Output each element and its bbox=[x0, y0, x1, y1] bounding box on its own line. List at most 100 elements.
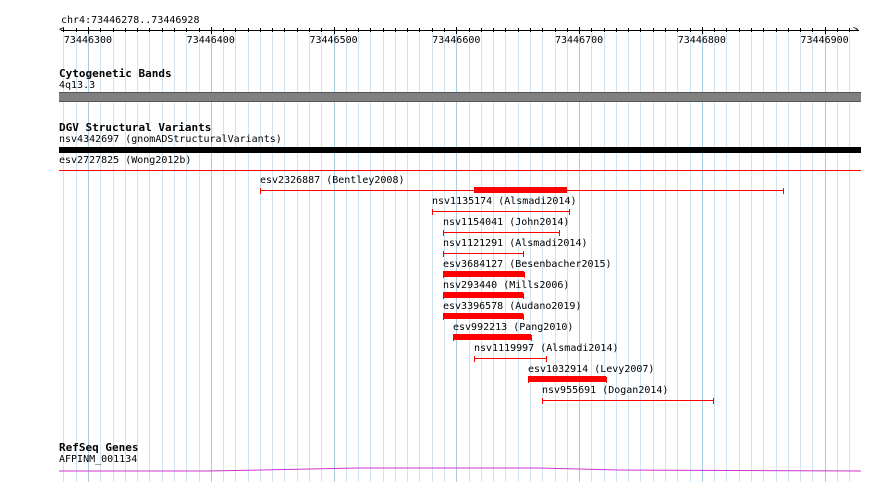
variant-endcap bbox=[783, 188, 784, 194]
arrow-right-icon: > bbox=[853, 25, 859, 35]
ruler-tick-minor bbox=[493, 28, 494, 32]
variant-label: esv3684127 (Besenbacher2015) bbox=[443, 259, 612, 270]
ruler-tick-label: 73446900 bbox=[800, 35, 849, 46]
ruler-tick-minor bbox=[272, 28, 273, 32]
variant-thick-region[interactable] bbox=[443, 271, 524, 277]
ruler-tick-minor bbox=[604, 28, 605, 32]
variant-thick-region[interactable] bbox=[453, 334, 531, 340]
ruler-tick-minor bbox=[346, 28, 347, 32]
variant-endcap bbox=[523, 293, 524, 299]
variant-thick-region[interactable] bbox=[474, 187, 567, 193]
ruler-tick-minor bbox=[726, 28, 727, 32]
ruler-tick-minor bbox=[260, 28, 261, 32]
variant-endcap bbox=[474, 356, 475, 362]
ruler-tick-minor bbox=[186, 28, 187, 32]
cytoband-label: 4q13.3 bbox=[59, 80, 96, 91]
ruler-tick-minor bbox=[358, 28, 359, 32]
ruler-axis[interactable] bbox=[61, 30, 859, 31]
arrow-left-icon: < bbox=[59, 25, 65, 35]
full-variant-bar[interactable] bbox=[59, 147, 861, 153]
variant-label: nsv1135174 (Alsmadi2014) bbox=[432, 196, 577, 207]
ruler-tick-minor bbox=[444, 28, 445, 32]
ruler-tick-minor bbox=[395, 28, 396, 32]
variant-label: nsv1119997 (Alsmadi2014) bbox=[474, 343, 619, 354]
ruler-tick-major bbox=[88, 27, 89, 34]
variant-endcap bbox=[546, 356, 547, 362]
ruler-tick-label: 73446800 bbox=[677, 35, 726, 46]
variant-endcap bbox=[524, 272, 525, 278]
ruler-tick-label: 73446600 bbox=[432, 35, 481, 46]
ruler-tick-major bbox=[334, 27, 335, 34]
variant-thick-region[interactable] bbox=[528, 376, 606, 382]
ruler-tick-minor bbox=[297, 28, 298, 32]
variant-endcap bbox=[260, 188, 261, 194]
variant-label: nsv955691 (Dogan2014) bbox=[542, 385, 669, 396]
full-variant-label: esv2727825 (Wong2012b) bbox=[59, 155, 192, 166]
ruler-tick-minor bbox=[567, 28, 568, 32]
variant-endcap bbox=[559, 230, 560, 236]
ruler-tick-minor bbox=[812, 28, 813, 32]
variant-feature[interactable] bbox=[443, 253, 523, 254]
ruler-tick-minor bbox=[432, 28, 433, 32]
ruler-tick-label: 73446700 bbox=[554, 35, 604, 46]
ruler-tick-minor bbox=[76, 28, 77, 32]
variant-endcap bbox=[531, 335, 532, 341]
ruler-tick-minor bbox=[137, 28, 138, 32]
ruler-tick-minor bbox=[100, 28, 101, 32]
variant-feature[interactable] bbox=[474, 358, 546, 359]
ruler-tick-major bbox=[825, 27, 826, 34]
ruler-tick-minor bbox=[174, 28, 175, 32]
ruler-tick-minor bbox=[530, 28, 531, 32]
variant-endcap bbox=[523, 251, 524, 257]
ruler-tick-minor bbox=[763, 28, 764, 32]
ruler-tick-minor bbox=[677, 28, 678, 32]
variant-feature[interactable] bbox=[432, 211, 569, 212]
ruler-tick-minor bbox=[199, 28, 200, 32]
ruler-tick-minor bbox=[665, 28, 666, 32]
variant-feature[interactable] bbox=[443, 232, 559, 233]
variant-endcap bbox=[443, 251, 444, 257]
ruler-tick-minor bbox=[653, 28, 654, 32]
variant-label: esv2326887 (Bentley2008) bbox=[260, 175, 405, 186]
full-variant-line[interactable] bbox=[59, 170, 861, 171]
ruler-tick-minor bbox=[407, 28, 408, 32]
ruler-tick-minor bbox=[518, 28, 519, 32]
ruler-tick-minor bbox=[690, 28, 691, 32]
cytoband-bar[interactable] bbox=[59, 92, 861, 102]
variant-endcap bbox=[523, 314, 524, 320]
gene-feature[interactable] bbox=[59, 462, 861, 474]
ruler-tick-minor bbox=[628, 28, 629, 32]
variant-label: esv3396578 (Audano2019) bbox=[443, 301, 582, 312]
ruler-tick-minor bbox=[419, 28, 420, 32]
variant-endcap bbox=[713, 398, 714, 404]
ruler-tick-major bbox=[579, 27, 580, 34]
ruler-tick-minor bbox=[714, 28, 715, 32]
ruler-tick-minor bbox=[640, 28, 641, 32]
variant-label: esv1032914 (Levy2007) bbox=[528, 364, 655, 375]
ruler-tick-major bbox=[211, 27, 212, 34]
variant-thick-region[interactable] bbox=[443, 313, 523, 319]
ruler-tick-label: 73446300 bbox=[63, 35, 113, 46]
variant-thick-region[interactable] bbox=[443, 292, 523, 298]
ruler-tick-minor bbox=[125, 28, 126, 32]
ruler-tick-major bbox=[702, 27, 703, 34]
variant-endcap bbox=[569, 209, 570, 215]
ruler-tick-minor bbox=[383, 28, 384, 32]
ruler-tick-label: 73446500 bbox=[309, 35, 358, 46]
track-title-cytoband: Cytogenetic Bands bbox=[59, 67, 172, 80]
ruler-tick-minor bbox=[235, 28, 236, 32]
variant-label: nsv293440 (Mills2006) bbox=[443, 280, 570, 291]
ruler-tick-minor bbox=[505, 28, 506, 32]
ruler-tick-minor bbox=[469, 28, 470, 32]
variant-endcap bbox=[542, 398, 543, 404]
ruler-tick-minor bbox=[788, 28, 789, 32]
ruler-tick-label: 73446400 bbox=[186, 35, 235, 46]
ruler-tick-minor bbox=[481, 28, 482, 32]
ruler-tick-minor bbox=[284, 28, 285, 32]
track-title-refseq: RefSeq Genes bbox=[59, 441, 139, 454]
variant-endcap bbox=[432, 209, 433, 215]
variant-feature[interactable] bbox=[542, 400, 713, 401]
variant-label: nsv1121291 (Alsmadi2014) bbox=[443, 238, 588, 249]
ruler-tick-minor bbox=[837, 28, 838, 32]
